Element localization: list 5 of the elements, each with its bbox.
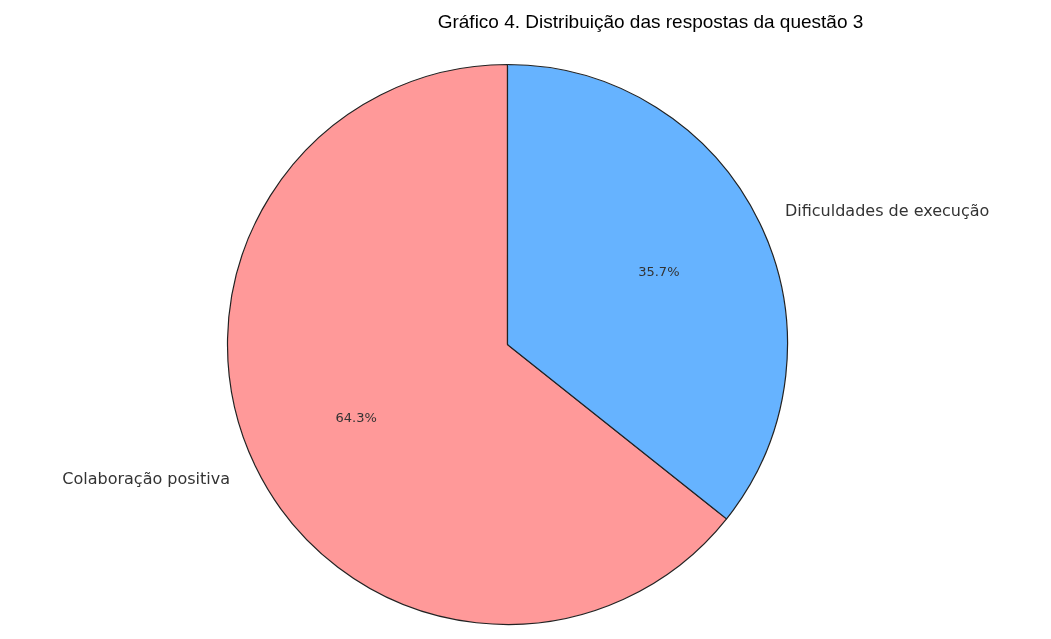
slice-label: Colaboração positiva [62, 468, 231, 488]
chart-title: Gráfico 4. Distribuição das respostas da questão 3 [437, 11, 864, 32]
slice-label: Dificuldades de execução [784, 201, 990, 221]
data-label: 64.3% [335, 409, 377, 425]
data-label: 35.7% [638, 264, 680, 280]
